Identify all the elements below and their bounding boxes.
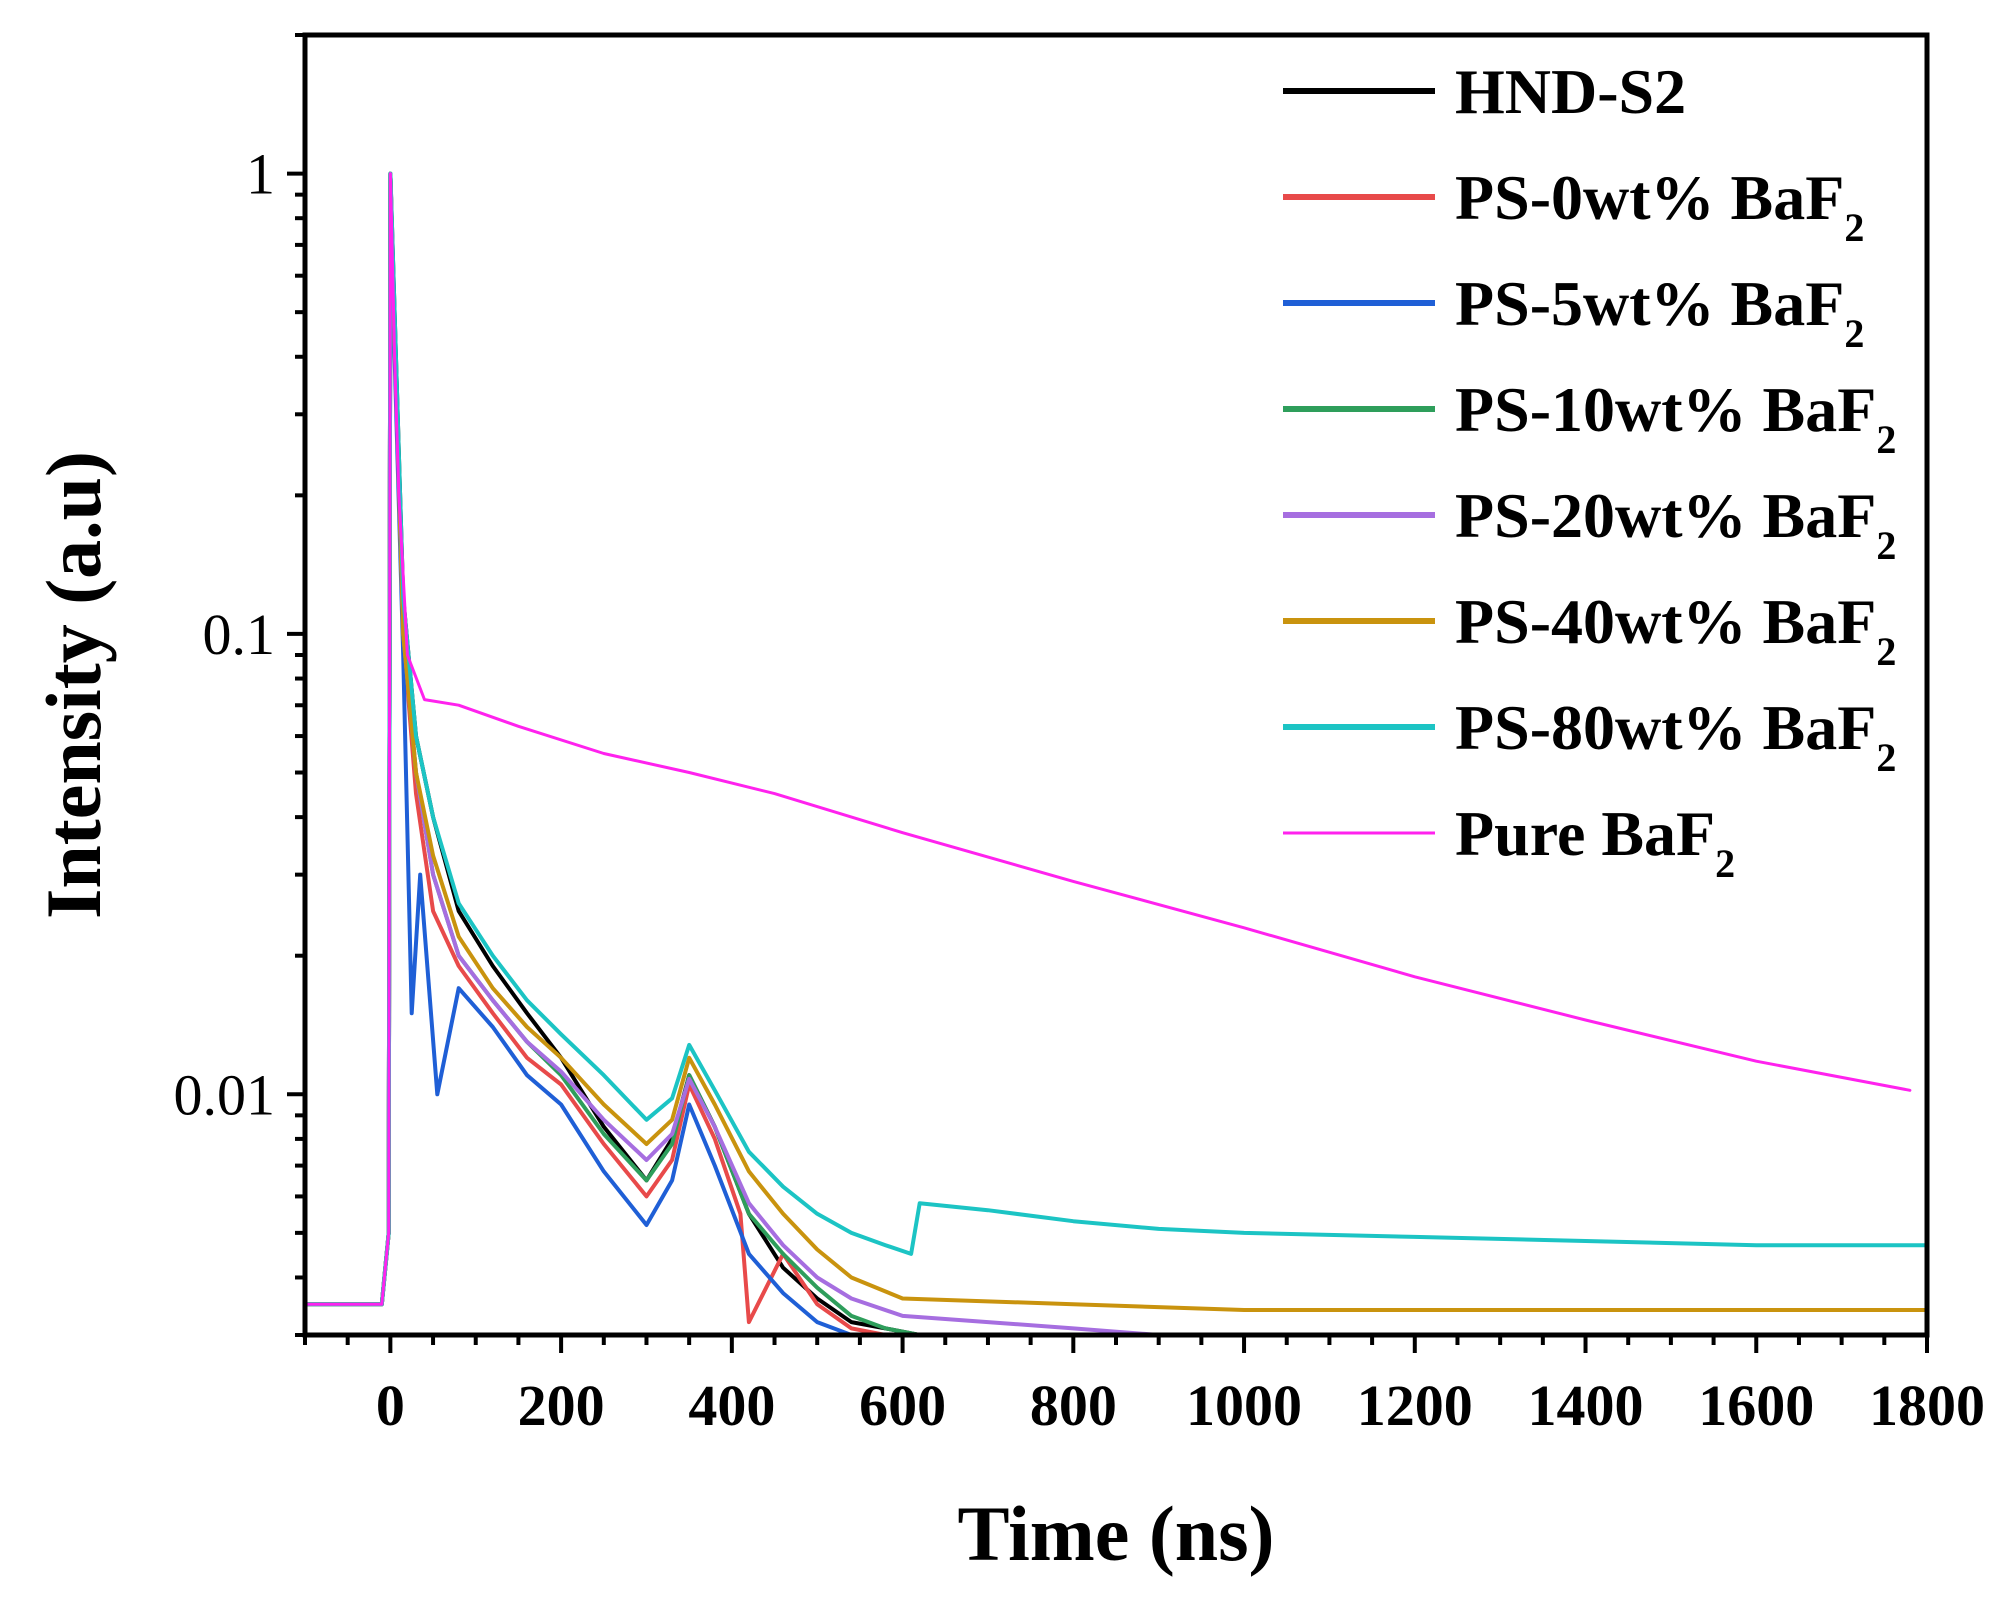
x-axis-title: Time (ns) [957, 1490, 1274, 1577]
legend-label-5: PS-40wt% BaF2 [1455, 586, 1896, 674]
x-tick-label: 1600 [1698, 1373, 1814, 1438]
legend: HND-S2 PS-0wt% BaF2 PS-5wt% BaF2 PS-10wt% B… [1283, 56, 1896, 886]
y-axis-ticks: 0.01 0.1 1 [174, 33, 305, 1337]
legend-label-1: PS-0wt% BaF2 [1455, 162, 1864, 250]
y-tick-label: 1 [246, 142, 275, 207]
series-group [305, 171, 1927, 1335]
y-tick-label: 0.01 [174, 1062, 276, 1127]
x-tick-label: 0 [376, 1373, 405, 1438]
plot-area [302, 32, 1930, 1338]
legend-label-7: Pure BaF2 [1455, 798, 1735, 886]
x-tick-label: 800 [1030, 1373, 1117, 1438]
series-line-7 [305, 172, 1912, 1306]
x-tick-label: 1000 [1186, 1373, 1302, 1438]
y-tick-label: 0.1 [203, 602, 276, 667]
x-tick-label: 1800 [1869, 1373, 1985, 1438]
x-tick-label: 400 [688, 1373, 775, 1438]
series-line-4 [305, 171, 1161, 1335]
legend-label-3: PS-10wt% BaF2 [1455, 374, 1896, 462]
legend-label-2: PS-5wt% BaF2 [1455, 268, 1864, 356]
legend-label-0: HND-S2 [1455, 56, 1686, 127]
legend-label-4: PS-20wt% BaF2 [1455, 480, 1896, 568]
y-axis-title: Intensity (a.u) [30, 451, 117, 919]
x-tick-label: 1200 [1357, 1373, 1473, 1438]
x-axis-ticks: 0 200 400 600 800 1000 1200 1400 1600 1800 [303, 1335, 1985, 1438]
x-tick-label: 600 [859, 1373, 946, 1438]
x-tick-label: 1400 [1528, 1373, 1644, 1438]
x-tick-label: 200 [518, 1373, 605, 1438]
legend-label-6: PS-80wt% BaF2 [1455, 692, 1896, 780]
